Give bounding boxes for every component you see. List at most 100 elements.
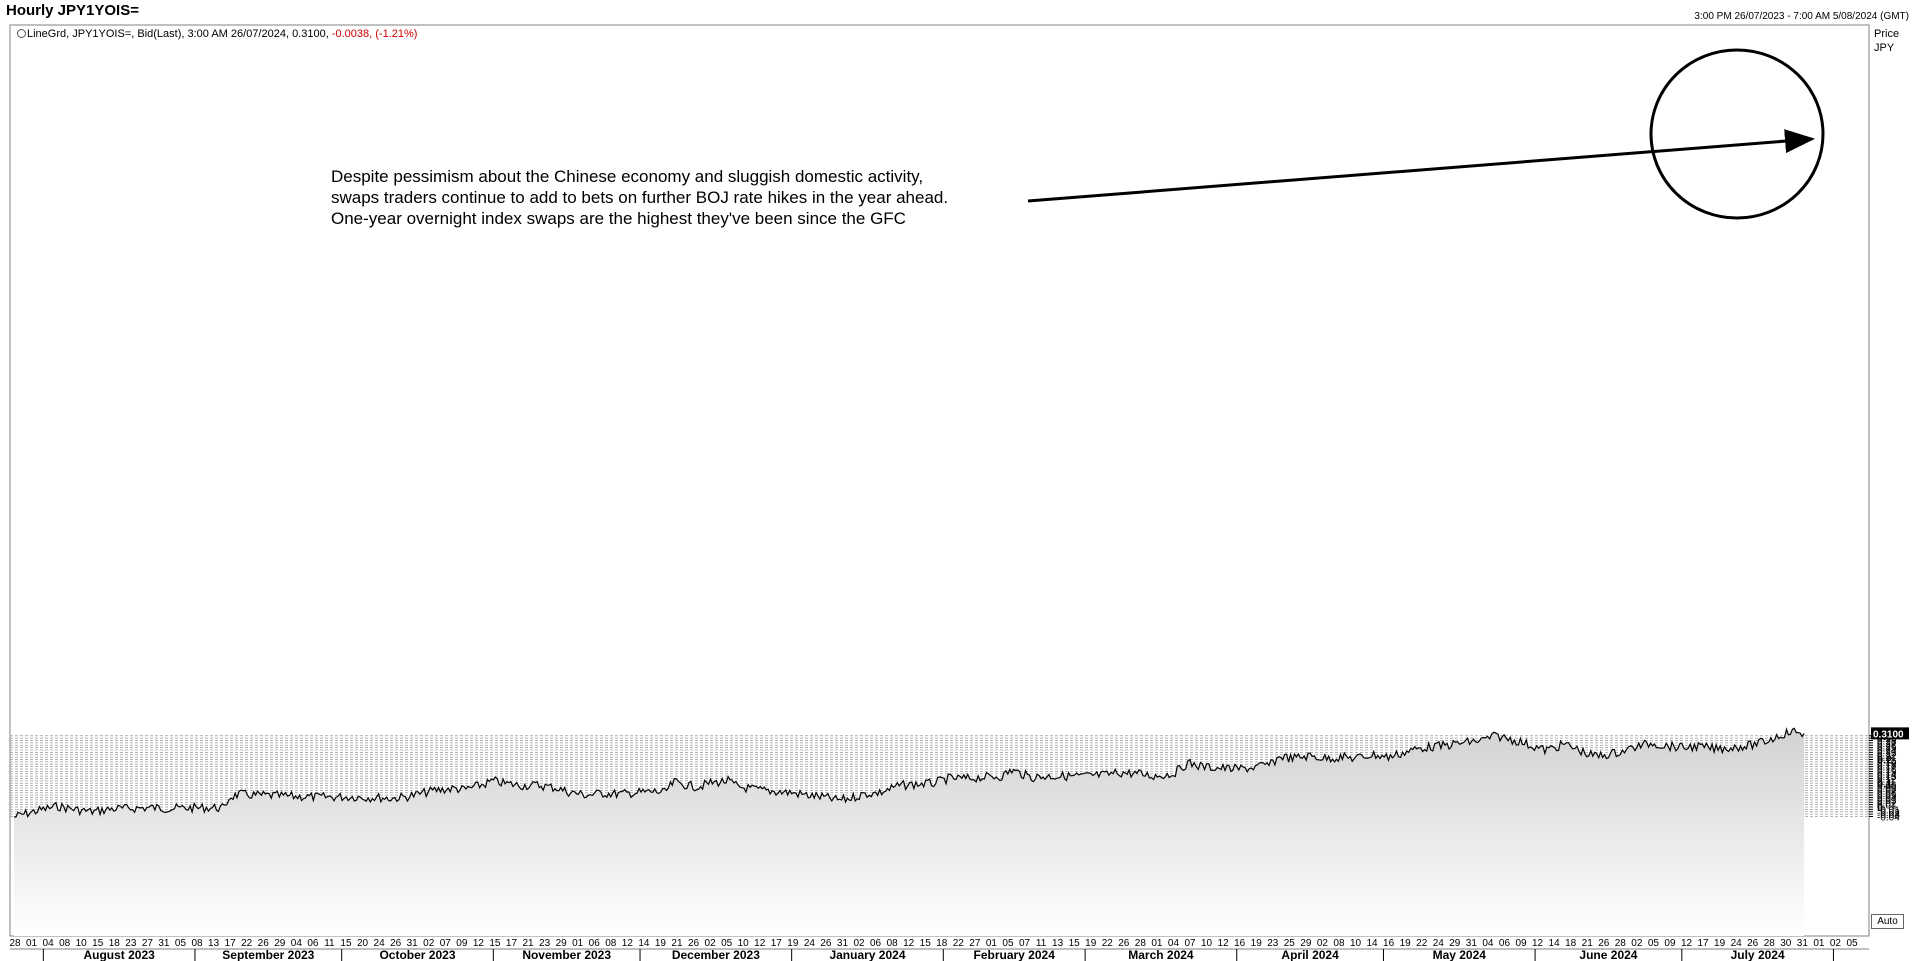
x-tick-label: 17 — [225, 938, 237, 949]
x-tick-label: 24 — [374, 938, 386, 949]
series-settings-icon[interactable] — [17, 29, 26, 38]
x-month-label: January 2024 — [829, 948, 905, 961]
x-tick-label: 22 — [241, 938, 253, 949]
x-tick-label: 05 — [1648, 938, 1660, 949]
y-tick-label: 0.14 — [1877, 770, 1897, 781]
x-tick-label: 19 — [1251, 938, 1263, 949]
x-month-label: October 2023 — [379, 948, 455, 961]
y-tick-label: 0.03 — [1877, 796, 1897, 807]
y-tick-label: 0.28 — [1877, 737, 1897, 748]
x-tick-label: 08 — [605, 938, 617, 949]
x-tick-label: 18 — [936, 938, 948, 949]
x-tick-label: 18 — [109, 938, 121, 949]
x-tick-label: 31 — [837, 938, 849, 949]
x-tick-label: 08 — [191, 938, 203, 949]
y-tick-label: 0.26 — [1877, 741, 1897, 752]
x-tick-label: 06 — [870, 938, 882, 949]
x-tick-label: 02 — [1631, 938, 1643, 949]
x-tick-label: 19 — [787, 938, 799, 949]
series-legend[interactable]: LineGrd, JPY1YOIS=, Bid(Last), 3:00 AM 2… — [17, 28, 417, 40]
y-tick-label: 0.18 — [1877, 760, 1897, 771]
x-tick-label: 06 — [589, 938, 601, 949]
x-tick-label: 01 — [26, 938, 38, 949]
x-tick-label: 10 — [1350, 938, 1362, 949]
x-tick-label: 12 — [903, 938, 915, 949]
x-tick-label: 02 — [423, 938, 435, 949]
date-range-label: 3:00 PM 26/07/2023 - 7:00 AM 5/08/2024 (… — [1694, 11, 1909, 22]
x-tick-label: 21 — [671, 938, 683, 949]
last-value-tag: 0.3100 — [1871, 727, 1909, 740]
x-tick-label: 16 — [1383, 938, 1395, 949]
y-tick-label: 0.21 — [1877, 753, 1897, 764]
y-tick-label: 0.15 — [1877, 767, 1897, 778]
x-tick-label: 17 — [506, 938, 518, 949]
x-tick-label: 14 — [638, 938, 650, 949]
x-tick-label: 02 — [1830, 938, 1842, 949]
price-label: Price — [1874, 28, 1900, 40]
series-line-path — [13, 727, 1805, 819]
y-tick-label: 0.13 — [1877, 772, 1897, 783]
x-month-label: March 2024 — [1128, 948, 1194, 961]
y-tick-label: 0.1 — [1877, 778, 1892, 790]
x-tick-label: 02 — [1317, 938, 1329, 949]
x-tick-label: 27 — [969, 938, 981, 949]
x-tick-label: 28 — [9, 938, 21, 949]
x-tick-label: 01 — [572, 938, 584, 949]
x-tick-label: 23 — [1267, 938, 1279, 949]
x-month-label: July 2024 — [1731, 948, 1785, 961]
area-fill — [14, 728, 1805, 936]
x-tick-label: 01 — [1151, 938, 1163, 949]
x-tick-label: 12 — [1532, 938, 1544, 949]
x-tick-label: 08 — [1333, 938, 1345, 949]
x-tick-label: 06 — [1499, 938, 1511, 949]
y-tick-label: 0.08 — [1877, 784, 1897, 795]
x-tick-label: 26 — [258, 938, 270, 949]
x-tick-label: 04 — [1482, 938, 1494, 949]
x-tick-label: 01 — [986, 938, 998, 949]
x-tick-label: 11 — [324, 938, 335, 949]
x-tick-label: 17 — [771, 938, 783, 949]
y-tick-label: 0.12 — [1877, 775, 1897, 786]
y-tick-label: 0 — [1877, 802, 1883, 814]
annotation-line: swaps traders continue to add to bets on… — [331, 188, 949, 207]
x-tick-label: 05 — [1002, 938, 1014, 949]
x-tick-label: 10 — [76, 938, 88, 949]
x-tick-label: 25 — [1284, 938, 1296, 949]
y-tick-label: -0.04 — [1877, 813, 1900, 824]
x-tick-label: 31 — [407, 938, 419, 949]
x-tick-label: 05 — [1846, 938, 1858, 949]
x-tick-label: 22 — [1102, 938, 1114, 949]
x-tick-label: 26 — [1598, 938, 1610, 949]
x-tick-label: 12 — [473, 938, 485, 949]
auto-scale-button[interactable]: Auto — [1871, 914, 1904, 929]
x-tick-label: 11 — [1036, 938, 1047, 949]
x-tick-label: 26 — [1747, 938, 1759, 949]
y-tick-label: 0.17 — [1877, 763, 1897, 774]
x-tick-label: 05 — [721, 938, 733, 949]
x-tick-label: 26 — [1118, 938, 1130, 949]
y-axis: 0.30.290.280.270.260.250.240.230.220.210… — [1869, 731, 1900, 824]
x-tick-label: 08 — [887, 938, 899, 949]
x-tick-label: 28 — [1764, 938, 1776, 949]
x-tick-label: 23 — [539, 938, 551, 949]
price-axis-label: Price JPY — [1874, 27, 1899, 55]
x-tick-label: 28 — [1135, 938, 1147, 949]
x-tick-label: 07 — [1184, 938, 1196, 949]
x-tick-label: 24 — [1433, 938, 1445, 949]
x-tick-label: 13 — [1052, 938, 1064, 949]
x-tick-label: 04 — [43, 938, 55, 949]
x-tick-label: 24 — [804, 938, 816, 949]
y-tick-label: 0.24 — [1877, 746, 1897, 757]
annotation-line: One-year overnight index swaps are the h… — [331, 209, 906, 228]
y-tick-label: -0.01 — [1877, 805, 1900, 816]
y-tick-label: 0.04 — [1877, 794, 1897, 805]
x-tick-label: 08 — [59, 938, 71, 949]
x-tick-label: 31 — [158, 938, 170, 949]
y-tick-label: 0.27 — [1877, 739, 1897, 750]
x-tick-label: 23 — [125, 938, 137, 949]
x-tick-label: 17 — [1697, 938, 1709, 949]
x-tick-label: 16 — [1234, 938, 1246, 949]
highlight-circle — [1649, 48, 1825, 220]
y-tick-label: 0.11 — [1877, 777, 1896, 788]
